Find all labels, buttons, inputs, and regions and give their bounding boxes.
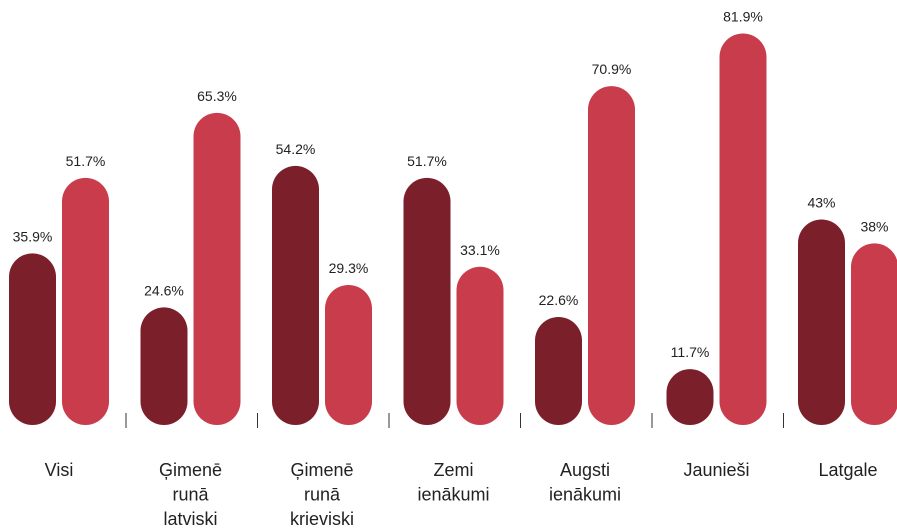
category-label: Augsti ienākumi xyxy=(549,460,621,505)
value-label: 38% xyxy=(860,218,888,234)
value-label: 43% xyxy=(807,194,835,210)
category-label: Ģimenē runā krieviski xyxy=(290,460,354,528)
bar xyxy=(193,112,241,425)
value-label: 24.6% xyxy=(144,282,184,298)
value-label: 54.2% xyxy=(276,141,316,157)
value-label: 33.1% xyxy=(460,242,500,258)
bar xyxy=(325,284,372,425)
bar xyxy=(535,316,582,425)
value-label: 22.6% xyxy=(539,292,579,308)
value-label: 65.3% xyxy=(197,88,237,104)
bar xyxy=(798,219,845,425)
bar xyxy=(9,253,56,425)
value-label: 70.9% xyxy=(592,61,632,77)
bar xyxy=(140,307,188,425)
bar xyxy=(403,177,451,425)
value-label: 81.9% xyxy=(723,9,763,25)
bar xyxy=(272,165,319,425)
bar xyxy=(851,243,897,425)
bar xyxy=(62,177,109,425)
category-label: Visi xyxy=(45,460,74,480)
bar xyxy=(588,86,635,426)
category-label: Zemi ienākumi xyxy=(417,460,489,505)
bar xyxy=(666,369,714,425)
value-label: 51.7% xyxy=(66,153,106,169)
category-label: Latgale xyxy=(818,460,877,480)
value-label: 51.7% xyxy=(407,153,447,169)
bar xyxy=(719,33,767,425)
category-label: Jaunieši xyxy=(683,460,749,480)
value-label: 11.7% xyxy=(671,344,710,360)
bar xyxy=(456,266,504,425)
value-label: 35.9% xyxy=(13,228,53,244)
category-label: Ģimenē runā latviski xyxy=(159,460,222,528)
value-label: 29.3% xyxy=(329,260,369,276)
